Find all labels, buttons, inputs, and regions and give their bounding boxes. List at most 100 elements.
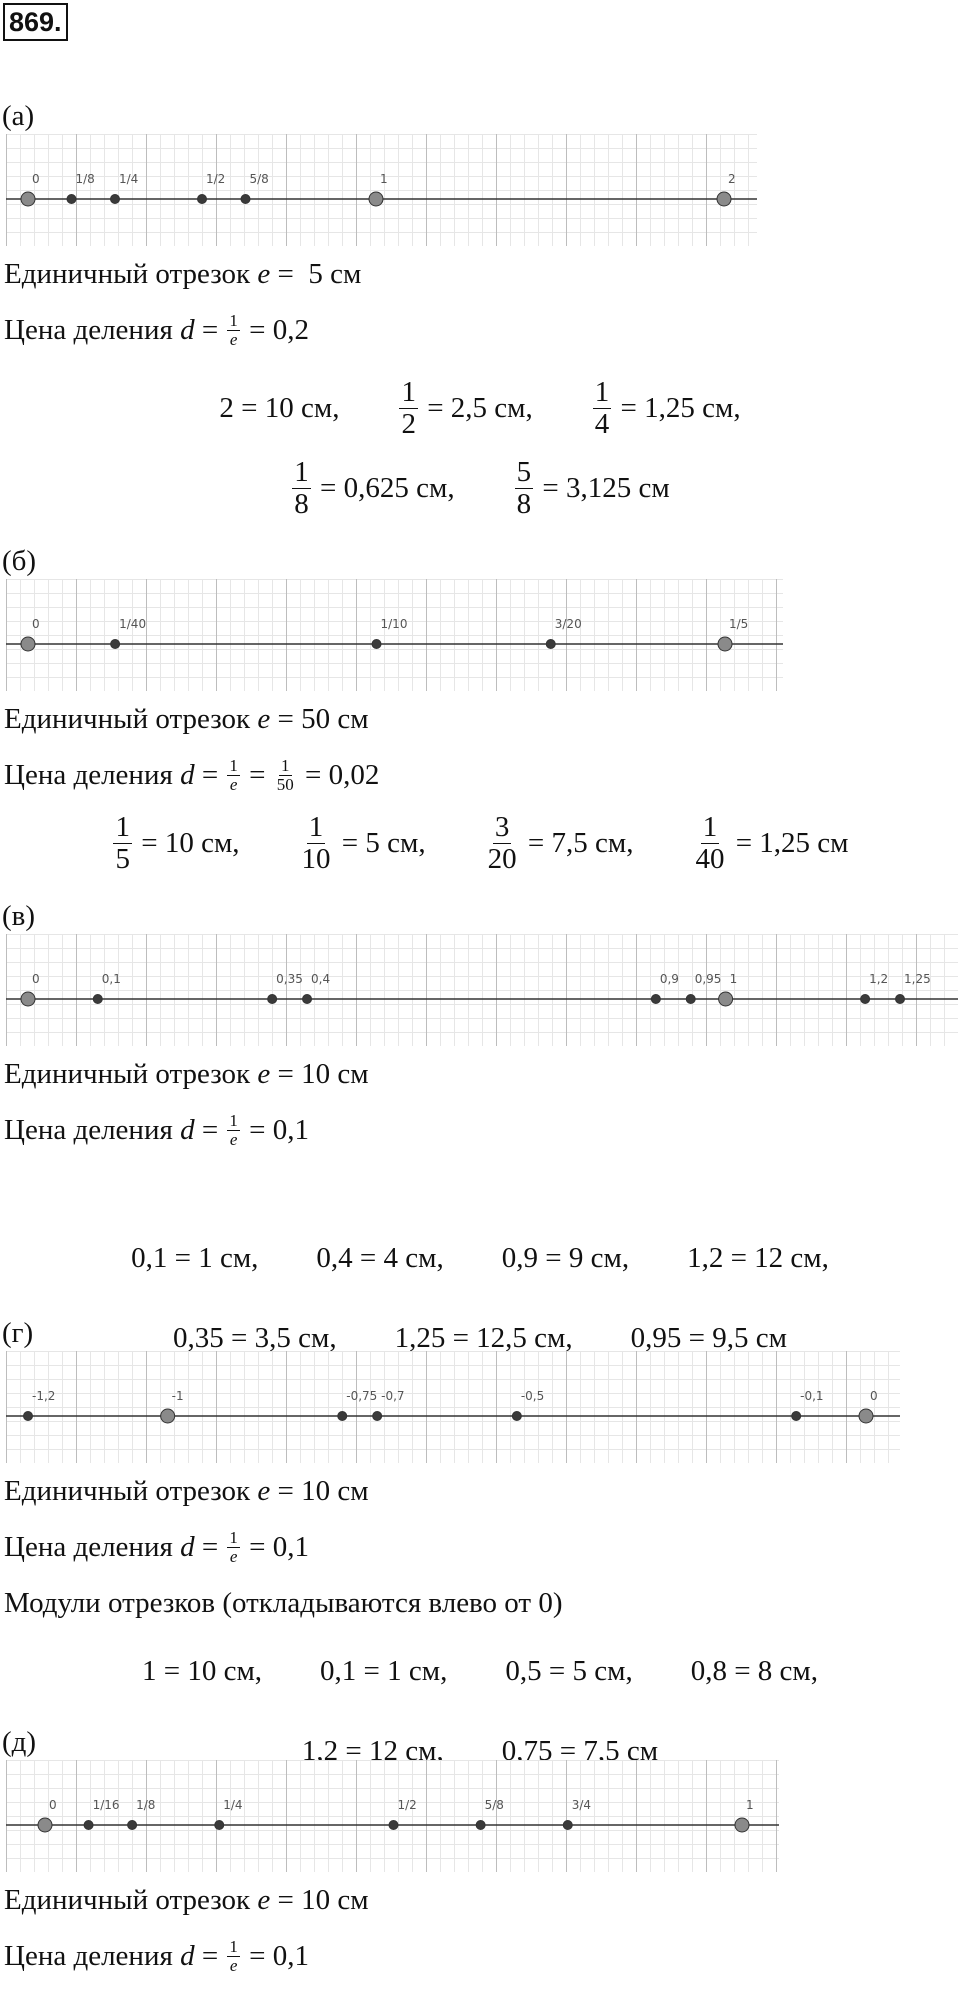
number-line: 0 1/8 1/4 1/2 5/8 1 2 (6, 134, 757, 246)
text: 0,5 = 5 см, (505, 1654, 633, 1687)
numerator: 1 (306, 811, 326, 844)
point (110, 639, 121, 649)
point (267, 994, 278, 1004)
text: 0,9 = 9 см, (501, 1241, 630, 1274)
numerator: 1 (113, 811, 132, 844)
major-point (20, 991, 36, 1007)
major-point (716, 191, 732, 207)
numerator: 1 (292, 456, 311, 489)
point (475, 1820, 486, 1830)
point-label: 1/40 (119, 617, 146, 631)
section-label: (в) (2, 900, 36, 932)
text: = 3,125 см (535, 471, 670, 504)
text: Единичный отрезок (4, 703, 258, 735)
text: = 10 см (270, 1058, 369, 1090)
variable: e (257, 1884, 271, 1916)
section: (г) -1,2 -1 -0,75 -0,7 -0,5 -0,1 0 Единичный отр… (0, 1315, 960, 1791)
value-item: 1 = 10 см, (142, 1655, 262, 1688)
section-label: (г) (2, 1317, 34, 1349)
text: 0,35 = 3,5 см, (173, 1321, 337, 1354)
values-row: 2 = 10 см, 1 2 = 2,5 см, 1 4 = 1,25 см, (0, 368, 960, 448)
text: Цена деления (4, 759, 181, 791)
denominator: 50 (276, 774, 294, 794)
text: = 2,5 см, (419, 391, 533, 424)
point (240, 194, 251, 204)
point (791, 1411, 802, 1421)
text: = (194, 759, 226, 791)
numerator: 1 (592, 376, 612, 409)
text: = 0,2 (241, 314, 310, 346)
text: = (194, 314, 226, 346)
point-label: 1/5 (729, 617, 748, 631)
point-label: 0,4 (311, 972, 330, 986)
numerator: 1 (227, 1936, 240, 1957)
point (92, 994, 103, 1004)
variable: d (180, 1940, 195, 1972)
note-line: Единичный отрезок e = 10 см (0, 1872, 960, 1928)
numerator: 1 (279, 755, 292, 776)
denominator: 40 (695, 842, 725, 875)
point-label: 1/16 (93, 1798, 120, 1812)
point (214, 1820, 225, 1830)
point (127, 1820, 138, 1830)
text: = 10 см (270, 1475, 369, 1507)
point-label: 1/8 (136, 1798, 155, 1812)
text: = 5 см, (334, 826, 426, 859)
value-item: 0,4 = 4 см, (316, 1242, 443, 1275)
numerator: 5 (514, 456, 534, 489)
text: = 10 см (270, 1884, 369, 1916)
major-point (20, 191, 36, 207)
text: = 0,625 см, (312, 471, 455, 504)
fraction: 1 40 (693, 812, 726, 874)
major-point (717, 636, 733, 652)
major-point (718, 991, 734, 1007)
point-label: 5/8 (485, 1798, 504, 1812)
numerator: 1 (227, 310, 240, 331)
major-point (368, 191, 384, 207)
point-label: -0,5 (521, 1389, 544, 1403)
variable: e (257, 258, 271, 290)
point-label: 1/10 (381, 617, 408, 631)
point-label: 1 (746, 1798, 754, 1812)
point-label: 0 (32, 172, 40, 186)
text: Цена деления (4, 1940, 181, 1972)
point (372, 1411, 383, 1421)
denominator: e (229, 1129, 238, 1149)
value-item: 0,95 = 9,5 см (631, 1322, 787, 1355)
text: 2 = 10 см, (219, 391, 340, 424)
denominator: 8 (294, 487, 309, 520)
number-line-svg: -1,2 -1 -0,75 -0,7 -0,5 -0,1 0 (6, 1389, 900, 1424)
denominator: e (229, 774, 238, 794)
text: = 10 см, (133, 826, 240, 859)
point (197, 194, 207, 204)
numerator: 1 (700, 811, 720, 844)
major-point (20, 636, 36, 652)
point-label: 3/4 (572, 1798, 591, 1812)
point-label: 1/8 (76, 172, 95, 186)
variable: e (257, 703, 271, 735)
point-label: 0,1 (102, 972, 121, 986)
problem-number: 869. (3, 3, 68, 41)
major-point (37, 1817, 53, 1833)
point-label: -0,75 (346, 1389, 377, 1403)
point-label: 0,95 (695, 972, 722, 986)
point-label: 0,35 (276, 972, 303, 986)
point-label: 1/2 (398, 1798, 417, 1812)
text: 0,8 = 8 см, (690, 1654, 819, 1687)
number-line-svg: 0 1/16 1/8 1/4 1/2 5/8 3/4 1 (6, 1798, 779, 1833)
point (337, 1411, 348, 1421)
section-label: (б) (2, 545, 37, 577)
variable: d (180, 759, 195, 791)
text: = (194, 1114, 226, 1146)
value-item: 0,1 = 1 см, (320, 1655, 447, 1688)
point (511, 1411, 522, 1421)
note-line: Единичный отрезок e = 10 см (0, 1046, 960, 1102)
